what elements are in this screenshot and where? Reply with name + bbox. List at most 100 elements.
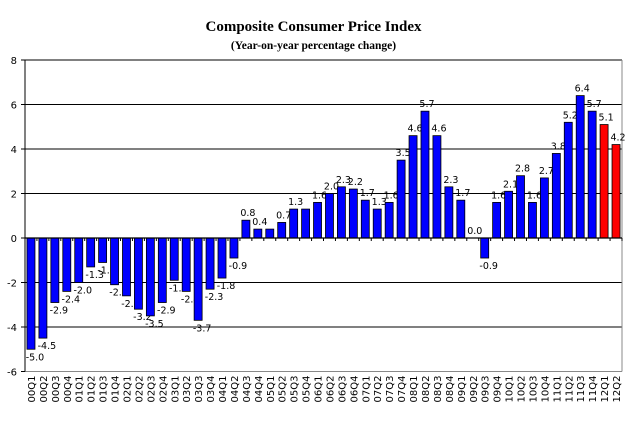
y-tick-label: 0 <box>11 234 17 245</box>
data-label: -1.3 <box>85 270 104 281</box>
x-tick-label: 11Q2 <box>564 376 575 403</box>
data-label: -0.9 <box>229 261 248 272</box>
x-tick-label: 03Q4 <box>206 376 217 403</box>
bar-11Q3 <box>575 95 585 239</box>
x-tick-label: 02Q3 <box>146 376 157 403</box>
bar-05Q2 <box>277 222 287 239</box>
x-tick-label: 12Q1 <box>600 376 611 403</box>
x-tick-label: 06Q2 <box>325 376 336 403</box>
x-tick-label: 04Q4 <box>254 376 265 403</box>
y-tick-label: 8 <box>11 56 17 67</box>
bar-09Q3 <box>480 237 490 259</box>
chart-subtitle: (Year-on-year percentage change) <box>230 40 397 52</box>
x-tick-label: 02Q1 <box>122 376 133 403</box>
x-tick-label: 02Q2 <box>134 376 145 403</box>
bar-07Q4 <box>396 159 406 239</box>
bar-02Q2 <box>134 237 143 310</box>
x-tick-label: 06Q3 <box>337 376 348 403</box>
bar-00Q1 <box>26 237 36 350</box>
data-label: 0.0 <box>467 226 482 237</box>
data-label: 0.4 <box>252 217 267 228</box>
x-tick-label: 08Q3 <box>433 376 444 403</box>
bar-11Q4 <box>587 110 597 239</box>
data-label: 6.4 <box>575 84 590 95</box>
y-tick-label: -2 <box>7 279 17 290</box>
x-tick-label: 03Q1 <box>170 376 181 403</box>
x-tick-label: 09Q2 <box>469 376 480 403</box>
data-label: -1.9 <box>169 283 188 294</box>
bar-02Q1 <box>122 237 131 297</box>
data-label: 2.1 <box>503 179 518 190</box>
data-label: -2.4 <box>62 294 81 305</box>
data-label: 5.7 <box>587 99 602 110</box>
x-tick-label: 09Q4 <box>493 376 504 403</box>
data-label: 2.3 <box>336 175 351 186</box>
bar-04Q1 <box>217 237 227 279</box>
bar-11Q2 <box>563 121 573 239</box>
bar-08Q2 <box>420 110 430 239</box>
bar-01Q2 <box>86 237 96 268</box>
x-tick-label: 05Q4 <box>302 376 313 403</box>
x-tick-label: 05Q2 <box>278 376 289 403</box>
bar-12Q2 <box>611 144 621 239</box>
bar-02Q3 <box>145 237 155 317</box>
x-tick-label: 11Q3 <box>576 376 587 403</box>
data-label: 5.7 <box>419 99 434 110</box>
bar-03Q1 <box>169 237 179 281</box>
x-tick-label: 10Q1 <box>505 376 516 403</box>
x-tick-label: 00Q2 <box>39 376 50 403</box>
data-label: 1.6 <box>312 190 327 201</box>
data-label: 1.7 <box>360 188 375 199</box>
bar-01Q1 <box>74 237 84 283</box>
data-label: 4.6 <box>431 124 446 135</box>
x-tick-label: 06Q1 <box>314 376 325 403</box>
data-label: 1.3 <box>288 197 303 208</box>
x-tick-label: 07Q2 <box>373 376 384 403</box>
bar-05Q4 <box>301 208 310 239</box>
x-tick-label: 01Q1 <box>75 376 86 403</box>
bar-12Q1 <box>599 124 609 239</box>
data-label: 5.1 <box>599 113 614 124</box>
bar-00Q4 <box>62 237 72 292</box>
bar-07Q1 <box>360 199 370 239</box>
data-label: 2.0 <box>324 182 339 193</box>
y-tick-label: -4 <box>7 323 17 334</box>
data-label: -3.2 <box>133 312 152 323</box>
bar-08Q3 <box>432 135 442 239</box>
bar-03Q2 <box>181 237 191 292</box>
data-label: -2.6 <box>121 299 140 310</box>
x-tick-label: 05Q3 <box>290 376 301 403</box>
bar-10Q4 <box>539 177 549 239</box>
data-label: -2.3 <box>205 292 224 303</box>
data-label: 5.2 <box>563 110 578 121</box>
x-tick-label: 04Q2 <box>230 376 241 403</box>
y-tick-label: 4 <box>11 145 17 156</box>
x-tick-label: 02Q4 <box>158 376 169 403</box>
bar-09Q4 <box>492 201 502 239</box>
data-label: -1.1 <box>97 265 116 276</box>
bar-08Q4 <box>444 186 454 239</box>
data-label: -1.8 <box>217 281 236 292</box>
x-tick-label: 01Q4 <box>111 376 122 403</box>
data-label: -2.1 <box>109 288 128 299</box>
bar-11Q1 <box>551 153 561 239</box>
data-label: -5.0 <box>26 352 45 363</box>
bar-00Q2 <box>38 237 48 339</box>
data-label: -2.9 <box>50 306 69 317</box>
x-tick-label: 00Q1 <box>27 376 38 403</box>
x-tick-label: 10Q2 <box>517 376 528 403</box>
x-tick-label: 09Q3 <box>481 376 492 403</box>
bar-05Q1 <box>265 228 275 239</box>
bar-01Q3 <box>98 237 108 263</box>
bar-08Q1 <box>408 135 418 239</box>
data-label: -3.7 <box>193 323 212 334</box>
x-tick-label: 06Q4 <box>349 376 360 403</box>
x-tick-label: 01Q3 <box>99 376 110 403</box>
bar-07Q3 <box>384 201 394 239</box>
bar-05Q3 <box>289 208 299 239</box>
data-label: 2.8 <box>515 164 530 175</box>
data-label: -2.0 <box>73 286 92 297</box>
data-label: 0.7 <box>276 210 291 221</box>
data-label: -0.9 <box>479 261 498 272</box>
